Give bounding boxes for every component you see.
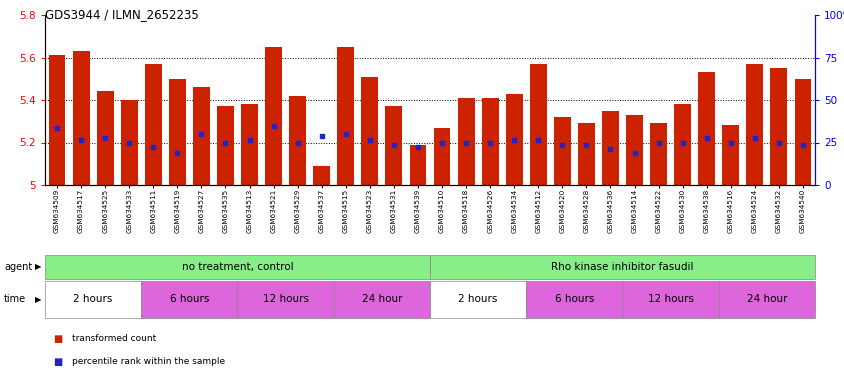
Text: no treatment, control: no treatment, control: [181, 262, 293, 272]
Text: ▶: ▶: [35, 295, 41, 304]
Bar: [96, 91, 113, 185]
Bar: [265, 47, 282, 185]
Text: 6 hours: 6 hours: [170, 295, 208, 305]
Bar: [169, 79, 186, 185]
Bar: [313, 166, 330, 185]
Bar: [481, 98, 498, 185]
Bar: [361, 77, 378, 185]
Bar: [745, 64, 762, 185]
Bar: [289, 96, 306, 185]
Bar: [45, 255, 430, 279]
Bar: [457, 98, 474, 185]
Bar: [333, 281, 430, 318]
Bar: [554, 117, 570, 185]
Bar: [722, 126, 738, 185]
Bar: [49, 55, 65, 185]
Bar: [409, 145, 426, 185]
Text: 6 hours: 6 hours: [554, 295, 593, 305]
Bar: [385, 106, 402, 185]
Bar: [526, 281, 622, 318]
Bar: [649, 123, 666, 185]
Bar: [529, 64, 546, 185]
Text: 12 hours: 12 hours: [647, 295, 693, 305]
Bar: [506, 94, 522, 185]
Bar: [337, 47, 354, 185]
Bar: [144, 64, 161, 185]
Text: 24 hour: 24 hour: [746, 295, 787, 305]
Text: transformed count: transformed count: [72, 334, 156, 343]
Bar: [237, 281, 333, 318]
Bar: [433, 127, 450, 185]
Bar: [674, 104, 690, 185]
Bar: [793, 79, 810, 185]
Bar: [697, 72, 714, 185]
Bar: [430, 255, 814, 279]
Bar: [625, 115, 642, 185]
Text: 2 hours: 2 hours: [458, 295, 497, 305]
Bar: [718, 281, 814, 318]
Text: 24 hour: 24 hour: [361, 295, 402, 305]
Bar: [141, 281, 237, 318]
Text: ■: ■: [53, 334, 62, 344]
Bar: [73, 51, 89, 185]
Bar: [770, 68, 787, 185]
Bar: [45, 281, 141, 318]
Text: 12 hours: 12 hours: [262, 295, 308, 305]
Text: GDS3944 / ILMN_2652235: GDS3944 / ILMN_2652235: [45, 8, 198, 21]
Bar: [622, 281, 718, 318]
Text: ▶: ▶: [35, 263, 41, 271]
Bar: [121, 100, 138, 185]
Text: 2 hours: 2 hours: [73, 295, 113, 305]
Text: Rho kinase inhibitor fasudil: Rho kinase inhibitor fasudil: [550, 262, 693, 272]
Bar: [241, 104, 257, 185]
Bar: [430, 281, 526, 318]
Bar: [577, 123, 594, 185]
Bar: [192, 87, 209, 185]
Text: percentile rank within the sample: percentile rank within the sample: [72, 357, 225, 366]
Text: agent: agent: [4, 262, 32, 272]
Text: time: time: [4, 295, 26, 305]
Bar: [601, 111, 618, 185]
Text: ■: ■: [53, 357, 62, 367]
Bar: [217, 106, 234, 185]
